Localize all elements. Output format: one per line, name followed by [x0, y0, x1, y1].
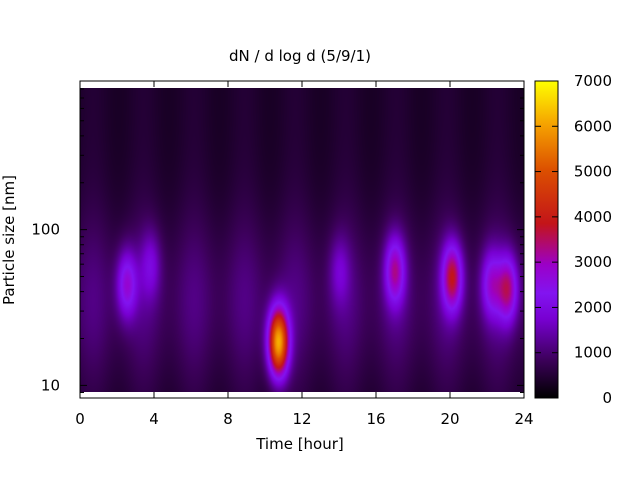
y-axis-ticks: 10 100	[31, 80, 524, 394]
x-tick-label: 16	[366, 410, 385, 428]
colorbar-tick-label: 7000	[574, 72, 612, 90]
heatmap-image	[80, 81, 524, 398]
colorbar-tick-label: 4000	[574, 208, 612, 226]
colorbar-tick-label: 0	[602, 389, 612, 407]
heatmap-plot-area	[80, 81, 524, 398]
x-tick-label: 12	[292, 410, 311, 428]
y-axis-label: Particle size [nm]	[0, 175, 18, 305]
y-tick-label: 100	[31, 221, 60, 239]
colorbar	[535, 81, 558, 398]
x-axis-ticks: 0 4 8 12 16 20 24	[75, 81, 534, 428]
colorbar-tick-label: 2000	[574, 298, 612, 316]
colorbar-tick-label: 6000	[574, 117, 612, 135]
x-tick-label: 24	[514, 410, 533, 428]
chart-title: dN / d log d (5/9/1)	[229, 47, 371, 65]
colorbar-ticks: 0 1000 2000 3000 4000 5000 6000 7000	[535, 72, 612, 407]
colorbar-tick-label: 5000	[574, 163, 612, 181]
x-tick-label: 4	[149, 410, 159, 428]
x-tick-label: 0	[75, 410, 85, 428]
x-axis-label: Time [hour]	[255, 435, 344, 453]
colorbar-gradient	[535, 81, 558, 398]
y-tick-label: 10	[41, 376, 60, 394]
x-tick-label: 8	[223, 410, 233, 428]
colorbar-frame	[534, 80, 559, 399]
x-tick-label: 20	[440, 410, 459, 428]
colorbar-tick-label: 3000	[574, 253, 612, 271]
colorbar-tick-label: 1000	[574, 344, 612, 362]
